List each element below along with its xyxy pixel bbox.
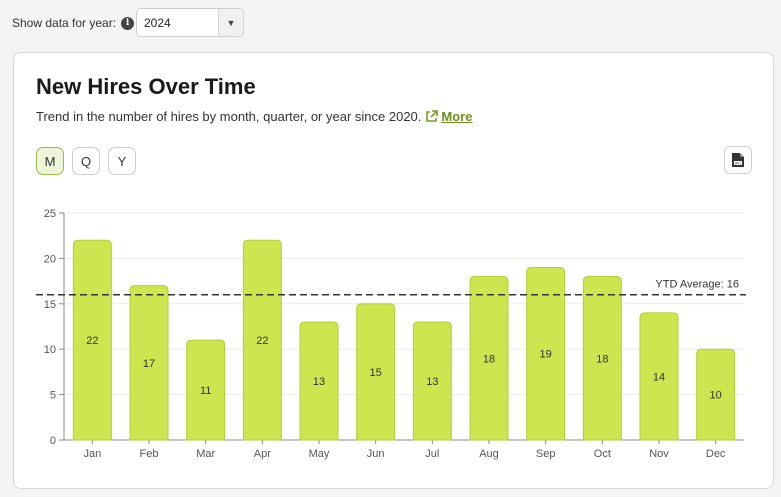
y-tick-label: 10 (44, 344, 56, 356)
bar-value-label: 22 (256, 335, 268, 347)
x-tick-label: Nov (649, 448, 669, 460)
y-tick-label: 5 (50, 390, 56, 402)
x-tick-label: Jun (367, 448, 385, 460)
bar-apr (242, 239, 282, 441)
period-year-button[interactable]: Y (108, 147, 136, 175)
bar-value-label: 10 (710, 390, 722, 402)
y-tick-label: 15 (44, 299, 56, 311)
bar-value-label: 18 (483, 353, 495, 365)
bar-value-label: 19 (540, 349, 552, 361)
x-tick-label: Sep (536, 448, 556, 460)
period-quarter-button[interactable]: Q (72, 147, 100, 175)
external-link-icon[interactable] (425, 110, 439, 123)
bar-value-label: 18 (596, 353, 608, 365)
chart-bars: 22 17 11 22 13 15 13 18 19 18 14 10 (72, 239, 736, 441)
bar-may (299, 321, 339, 441)
jpg-download-icon[interactable]: JPG (724, 146, 752, 174)
bar-nov (639, 312, 679, 441)
year-filter: Show data for year: i 2024 ▼ (12, 8, 244, 38)
bar-jun (356, 303, 396, 441)
new-hires-chart: 0 5 10 15 20 25 Jan Feb Mar Apr May Jun Jul Aug Sep Oct… (36, 208, 746, 460)
x-tick-label: Mar (196, 448, 215, 460)
x-tick-label: May (309, 448, 330, 460)
new-hires-card: New Hires Over Time Trend in the number … (13, 52, 774, 489)
x-tick-label: Oct (594, 448, 611, 460)
x-tick-label: Dec (706, 448, 726, 460)
x-tick-label: Aug (479, 448, 499, 460)
chart-grid (64, 212, 744, 396)
bar-feb (129, 285, 169, 441)
info-icon[interactable]: i (121, 16, 135, 30)
svg-text:JPG: JPG (734, 161, 741, 165)
chevron-down-icon[interactable]: ▼ (218, 9, 243, 36)
y-tick-label: 25 (44, 208, 56, 220)
chart-axes: 0 5 10 15 20 25 Jan Feb Mar Apr May Jun Jul Aug Sep Oct… (44, 208, 744, 460)
bar-jan (72, 239, 112, 441)
bar-sep (526, 266, 566, 441)
bar-mar (186, 339, 226, 441)
bar-oct (582, 276, 622, 441)
period-month-button[interactable]: M (36, 147, 64, 175)
bar-dec (696, 348, 736, 441)
bar-value-label: 14 (653, 371, 665, 383)
bar-value-label: 15 (370, 367, 382, 379)
x-tick-label: Jan (83, 448, 101, 460)
year-filter-label: Show data for year: (12, 16, 117, 30)
card-subtitle: Trend in the number of hires by month, q… (36, 109, 472, 124)
bar-jul (412, 321, 452, 441)
bar-value-label: 13 (313, 376, 325, 388)
more-link[interactable]: More (441, 109, 473, 124)
bar-value-label: 22 (86, 335, 98, 347)
chart-average: YTD Average: 16 (36, 279, 746, 296)
y-tick-label: 0 (50, 435, 56, 447)
card-title: New Hires Over Time (36, 74, 256, 99)
bar-aug (469, 276, 509, 441)
year-select-value: 2024 (144, 15, 171, 30)
card-subtitle-text: Trend in the number of hires by month, q… (36, 109, 422, 124)
ytd-average-label: YTD Average: 16 (655, 279, 739, 291)
bar-value-label: 17 (143, 358, 155, 370)
x-tick-label: Feb (140, 448, 159, 460)
y-tick-label: 20 (44, 253, 56, 265)
year-select[interactable]: 2024 ▼ (136, 8, 244, 37)
x-tick-label: Jul (425, 448, 439, 460)
x-tick-label: Apr (254, 448, 271, 460)
bar-value-label: 13 (426, 376, 438, 388)
bar-value-label: 11 (200, 385, 211, 397)
